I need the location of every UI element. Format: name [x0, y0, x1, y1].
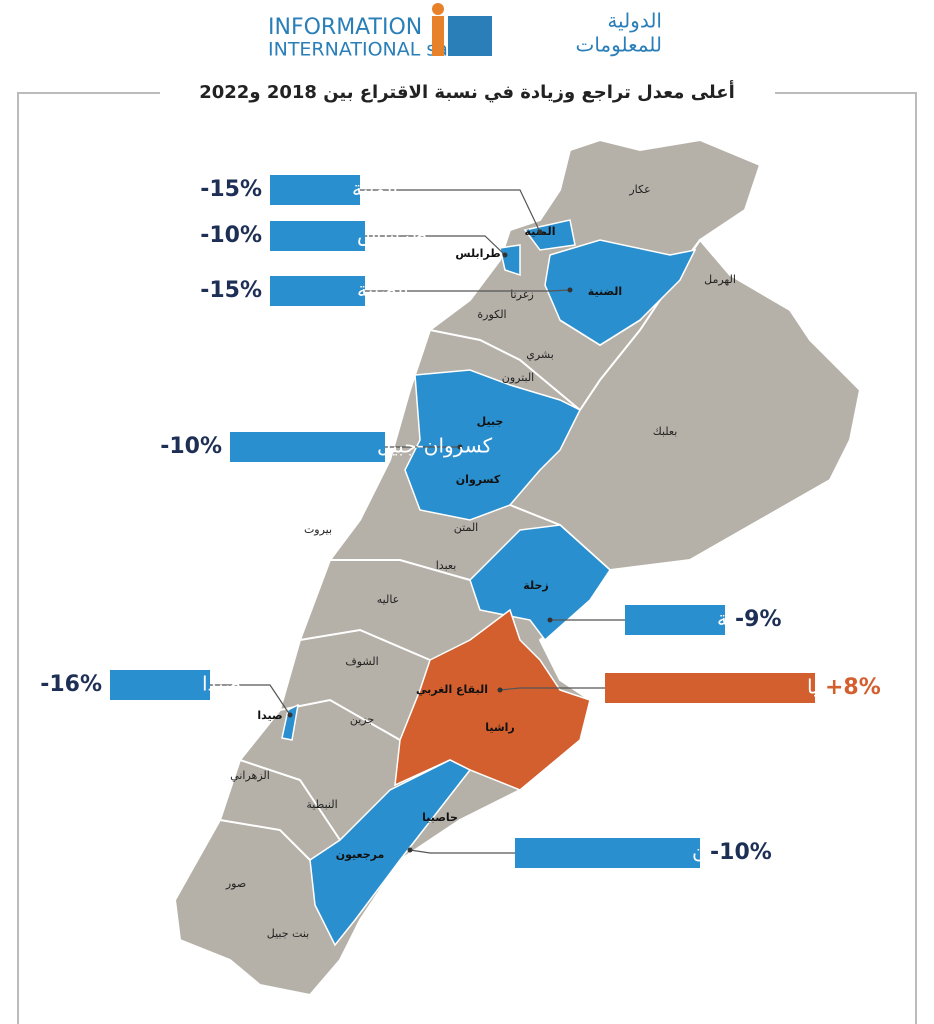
callout-box: [230, 432, 385, 462]
border: [429, 329, 581, 411]
callout-district: الضنية: [357, 278, 409, 302]
leader-dot: [537, 229, 543, 235]
callout-change: -15%: [200, 177, 262, 202]
map-label: البترون: [502, 371, 535, 384]
map-label: بعلبك: [653, 425, 678, 438]
logo-en-1: INFORMATION: [268, 15, 422, 40]
logo: INFORMATION INTERNATIONAL sal الدولية لل…: [268, 3, 662, 61]
map-label: زغرتا: [510, 288, 534, 301]
border: [219, 819, 311, 861]
logo-mark: [432, 16, 444, 56]
map-label: زحلة: [523, 579, 548, 592]
callout-box: [270, 175, 360, 205]
map-label: مرجعيون: [336, 848, 385, 861]
logo-block: [448, 16, 492, 56]
leader-line: [365, 289, 571, 292]
callout-box: [515, 838, 700, 868]
logo-ar-1: الدولية: [607, 9, 662, 33]
callout-district: كسروان-جبيل: [377, 434, 493, 458]
map-label: الشوف: [345, 655, 378, 668]
map-label: المتن: [454, 521, 478, 534]
leader-dot: [567, 287, 573, 293]
map-label: البقاع الغربي: [416, 683, 488, 696]
callout-change: +8%: [825, 675, 881, 700]
callout-box: [110, 670, 210, 700]
map-label: النبطية: [306, 798, 337, 811]
callout-district: حاصبيا-مرجعيون: [692, 840, 828, 864]
callout-district: المنية: [352, 177, 398, 201]
district-area: [394, 608, 591, 791]
district-area: [404, 369, 582, 521]
map-label: راشيا: [485, 721, 515, 734]
leader-line: [365, 235, 506, 256]
map-label: جزين: [350, 713, 374, 726]
district-area: [544, 239, 697, 346]
callouts: المنية -15% طرابلس -10% الضنية -15% كسروان-جبي…: [40, 175, 934, 868]
border: [239, 759, 341, 841]
frame-left: [17, 92, 160, 1024]
map-label: الهرمل: [704, 273, 736, 286]
map-label: بيروت: [304, 523, 332, 536]
callout-district: صيدا: [202, 672, 241, 696]
leader-dot: [287, 712, 293, 718]
callout-change: -10%: [160, 434, 222, 459]
map-label: صور: [225, 877, 246, 890]
district-area: [469, 524, 611, 642]
callout-box: [270, 221, 365, 251]
map-label: بعبدا: [436, 559, 457, 572]
callout-change: -16%: [40, 672, 102, 697]
map-label: عكار: [628, 183, 650, 196]
leader-dot: [547, 617, 553, 623]
district-area: [281, 703, 299, 741]
frame-right: [775, 92, 917, 1024]
callout-change: -10%: [710, 840, 772, 865]
leader-dot: [502, 252, 508, 258]
logo-ar-2: للمعلومات: [575, 33, 662, 57]
leader-line: [499, 687, 605, 691]
map-label: الضنية: [588, 285, 622, 298]
callout-district: البقاع الغربي-راشيا: [807, 675, 934, 700]
leader-line: [409, 849, 515, 854]
leader-dot: [497, 687, 503, 693]
border: [299, 628, 431, 661]
map-label: كسروان: [456, 473, 501, 486]
logo-en-2: INTERNATIONAL sal: [268, 39, 453, 61]
title: أعلى معدل تراجع وزيادة في نسبة الاقتراع …: [199, 80, 735, 103]
callout-box: [270, 276, 365, 306]
callout-change: -9%: [735, 607, 781, 632]
map-label: بشري: [526, 348, 554, 361]
callout-box: [625, 605, 725, 635]
callout-district: زحلة: [717, 607, 756, 631]
map-label: جبيل: [477, 415, 504, 428]
district-area: [309, 759, 472, 947]
leader-dot: [407, 847, 413, 853]
logo-dot: [432, 3, 444, 15]
map-label: الزهراني: [230, 769, 270, 782]
border: [330, 559, 471, 581]
map-label: صيدا: [257, 709, 282, 722]
callout-box: [605, 673, 815, 703]
map-label: الكورة: [477, 308, 506, 321]
callout-change: -15%: [200, 278, 262, 303]
map-label: عاليه: [377, 593, 399, 606]
callout-change: -10%: [200, 223, 262, 248]
leader-line: [360, 189, 541, 233]
leader-line: [210, 684, 291, 716]
highlighted-districts: [281, 219, 697, 947]
callout-district: طرابلس: [357, 223, 427, 247]
leader-dot: [457, 444, 463, 450]
map-label: طرابلس: [455, 247, 500, 260]
map-label: حاصبيا: [422, 811, 458, 824]
map-label: بنت جبيل: [267, 927, 309, 940]
